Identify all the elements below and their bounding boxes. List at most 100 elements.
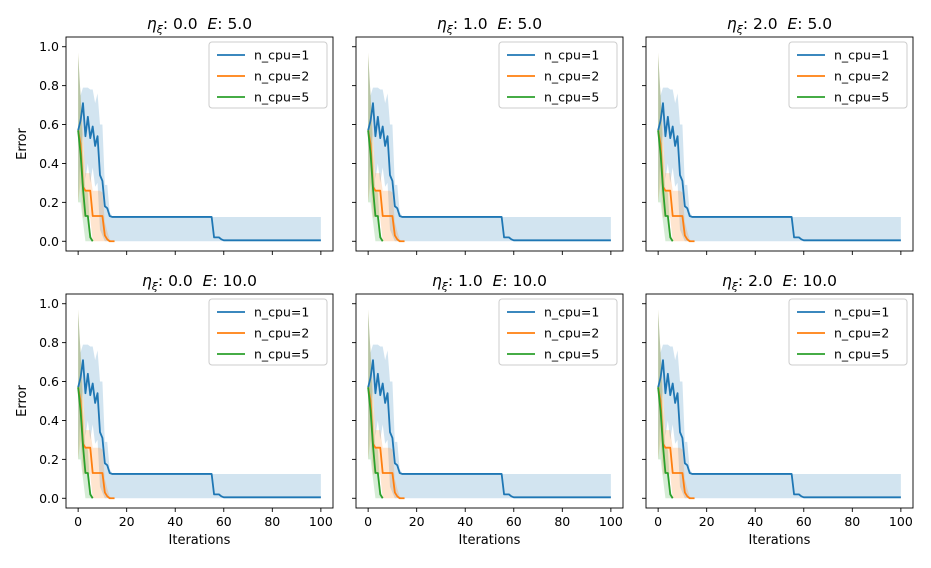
title-E-symbol: E [203,272,213,290]
x-tick-label: 100 [309,514,333,529]
title-E-symbol: E [498,15,508,33]
legend-entry-n_cpu=1: n_cpu=1 [544,48,599,63]
plot-area [367,309,611,500]
subplot-title: ηξ: 1.0 E: 10.0 [432,272,547,293]
title-eta-symbol: η [437,15,447,33]
x-tick-label: 60 [216,514,232,529]
x-axis-label: Iterations [459,533,521,548]
y-tick-label: 0.8 [39,335,59,350]
plot-area [657,309,901,500]
title-eta-subscript: ξ [736,23,744,36]
legend-entry-n_cpu=5: n_cpu=5 [544,90,599,105]
title-E-value: : 5.0 [507,15,542,33]
x-tick-label: 0 [364,514,372,529]
x-tick-label: 20 [119,514,135,529]
y-tick-label: 0.6 [39,117,59,132]
x-tick-label: 100 [599,514,623,529]
series-band-n_cpu=5 [658,309,673,499]
legend-entry-n_cpu=1: n_cpu=1 [254,48,309,63]
axes-frame [645,36,914,252]
series-line-n_cpu=2 [657,130,695,243]
series-band-n_cpu=5 [368,309,383,499]
series-line-n_cpu=1 [657,359,901,499]
x-tick-label: 20 [409,514,425,529]
x-tick-label: 60 [506,514,522,529]
title-eta-subscript: ξ [151,280,159,293]
legend-entry-n_cpu=5: n_cpu=5 [834,90,889,105]
title-eta-value: : 1.0 [453,15,498,33]
x-axis-label: Iterations [749,533,811,548]
title-E-symbol: E [208,15,218,33]
series-line-n_cpu=5 [367,387,384,499]
series-line-n_cpu=1 [657,102,901,242]
y-tick-label: 0.8 [39,78,59,93]
title-eta-subscript: ξ [441,280,449,293]
y-tick-label: 0.0 [39,491,59,506]
legend-entry-n_cpu=5: n_cpu=5 [254,347,309,362]
legend: n_cpu=1 n_cpu=2 n_cpu=5 [788,298,908,366]
legend-entry-n_cpu=2: n_cpu=2 [544,326,599,341]
y-tick-label: 0.4 [39,413,59,428]
legend-entry-n_cpu=1: n_cpu=1 [254,305,309,320]
title-eta-value: : 0.0 [163,15,208,33]
x-tick-label: 0 [74,514,82,529]
legend-box [498,41,618,109]
legend: n_cpu=1 n_cpu=2 n_cpu=5 [498,41,618,109]
y-tick-label: 0.0 [39,234,59,249]
y-tick-label: 1.0 [39,39,59,54]
series-line-n_cpu=1 [367,359,611,499]
subplot-6: 0 20 40 60 80 100 Iterations ηξ: 2.0 E: 10.0 n_c… [642,272,914,548]
y-tick-label: 0.2 [39,195,59,210]
title-eta-value: : 2.0 [743,15,788,33]
title-E-symbol: E [493,272,503,290]
legend: n_cpu=1 n_cpu=2 n_cpu=5 [498,298,618,366]
x-tick-label: 0 [654,514,662,529]
x-tick-label: 60 [796,514,812,529]
series-band-n_cpu=5 [368,52,383,242]
title-eta-symbol: η [727,15,737,33]
axes-frame [65,36,334,252]
series-line-n_cpu=1 [367,102,611,242]
subplot-title: ηξ: 1.0 E: 5.0 [437,15,542,36]
y-tick-label: 0.2 [39,452,59,467]
title-E-value: : 10.0 [792,272,837,290]
series-band-n_cpu=2 [368,309,405,499]
title-eta-symbol: η [147,15,157,33]
title-eta-value: : 0.0 [158,272,203,290]
x-tick-label: 40 [457,514,473,529]
series-line-n_cpu=5 [77,387,94,499]
title-E-symbol: E [788,15,798,33]
y-axis-label: Error [15,128,30,160]
legend-entry-n_cpu=5: n_cpu=5 [254,90,309,105]
x-tick-label: 20 [699,514,715,529]
subplot-5: 0 20 40 60 80 100 Iterations ηξ: 1.0 E: 10.0 n_c… [352,272,624,548]
title-eta-value: : 1.0 [448,272,493,290]
title-E-value: : 5.0 [797,15,832,33]
legend-box [498,298,618,366]
title-eta-symbol: η [142,272,152,290]
series-band-n_cpu=2 [368,52,405,242]
legend: n_cpu=1 n_cpu=2 n_cpu=5 [208,41,328,109]
legend-entry-n_cpu=5: n_cpu=5 [544,347,599,362]
title-eta-subscript: ξ [731,280,739,293]
series-line-n_cpu=2 [367,130,405,243]
y-tick-label: 1.0 [39,296,59,311]
title-E-value: : 10.0 [212,272,257,290]
series-line-n_cpu=5 [367,130,384,242]
subplot-title: ηξ: 2.0 E: 10.0 [722,272,837,293]
title-eta-subscript: ξ [446,23,454,36]
series-line-n_cpu=2 [657,387,695,500]
series-line-n_cpu=5 [657,130,674,242]
legend-entry-n_cpu=2: n_cpu=2 [254,69,309,84]
legend-entry-n_cpu=2: n_cpu=2 [834,326,889,341]
legend-entry-n_cpu=1: n_cpu=1 [544,305,599,320]
series-band-n_cpu=2 [78,52,115,242]
title-E-symbol: E [783,272,793,290]
y-axis-label: Error [15,385,30,417]
x-tick-label: 100 [889,514,913,529]
axes-frame [355,293,624,509]
legend-entry-n_cpu=5: n_cpu=5 [834,347,889,362]
title-eta-value: : 2.0 [738,272,783,290]
